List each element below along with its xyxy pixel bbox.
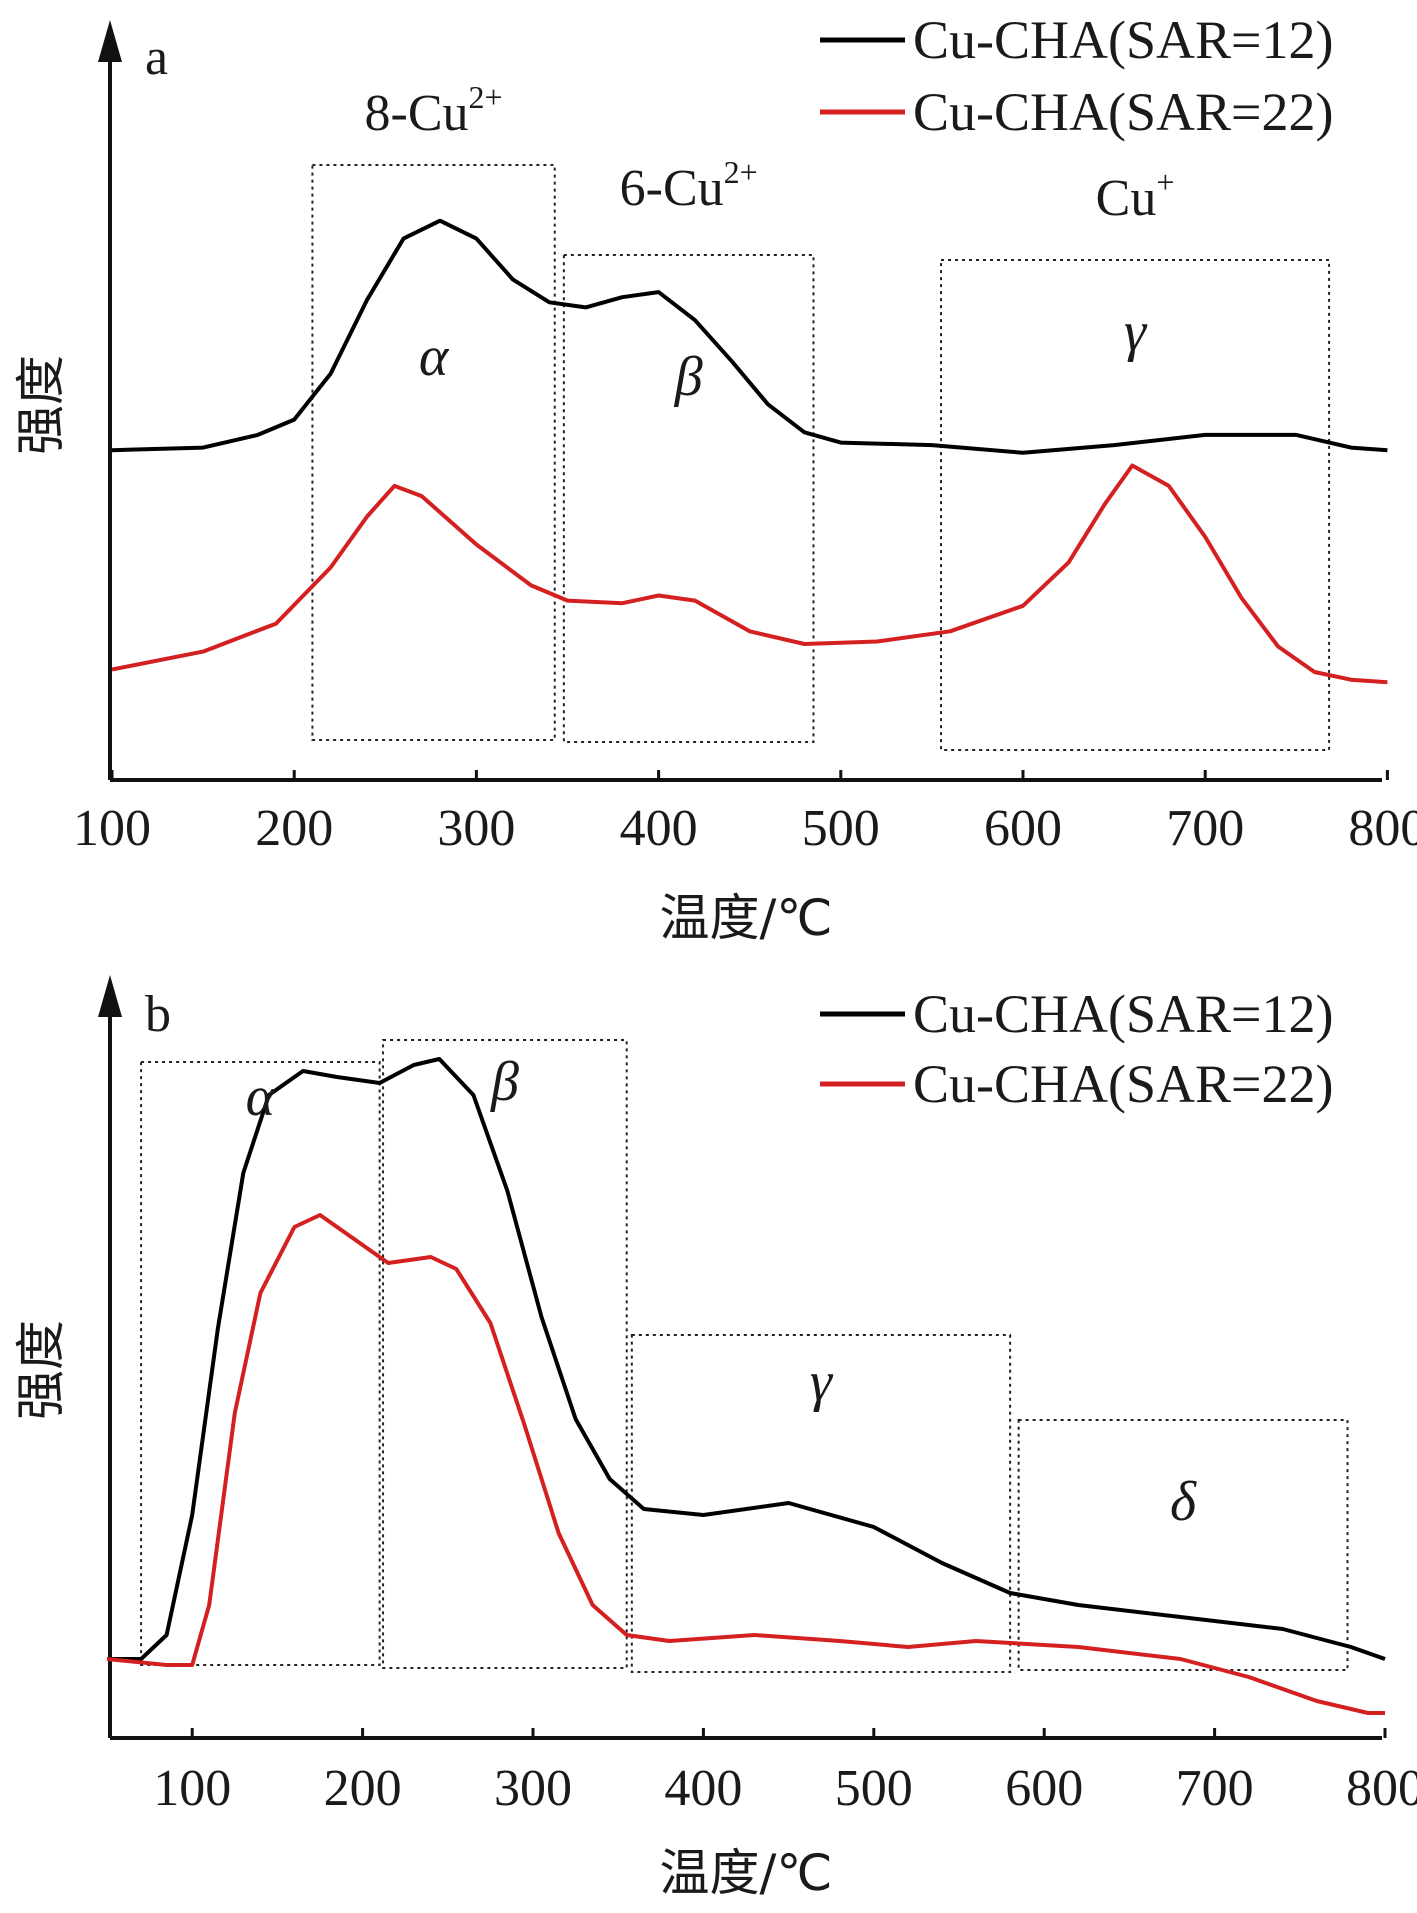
panel-a: 100 200 300 400 500 600 700 800温度/℃强度aα8-Cu2+β6… [12, 10, 1417, 947]
region-label: γ [810, 1351, 834, 1413]
species-name: 6-Cu [620, 160, 724, 217]
species-label: Cu+ [1096, 164, 1175, 227]
region-box-0 [311, 164, 556, 741]
species-label: 8-Cu2+ [365, 79, 503, 142]
region-box-1 [562, 254, 815, 743]
region-label: γ [1124, 301, 1148, 363]
x-axis-title: 温度/℃ [660, 889, 833, 947]
region-box-1 [382, 1039, 628, 1669]
region-box-2 [630, 1334, 1012, 1673]
x-tick-label: 300 [494, 1760, 572, 1817]
y-axis-title: 强度 [12, 1320, 70, 1420]
y-axis-title: 强度 [12, 355, 70, 455]
legend-entry: Cu-CHA(SAR=12) [913, 984, 1333, 1044]
region-box-3 [1017, 1419, 1349, 1671]
region-label: α [246, 1066, 277, 1128]
x-tick-label: 700 [1176, 1760, 1254, 1817]
x-tick-label: 500 [835, 1760, 913, 1817]
x-tick-label: 500 [802, 800, 880, 857]
region-box-0 [140, 1061, 381, 1666]
species-charge: + [1156, 164, 1174, 200]
series-line-sar-12 [111, 218, 1388, 455]
series-line-sar-22 [111, 463, 1388, 685]
species-label: 6-Cu2+ [620, 154, 758, 217]
x-tick-label: 200 [255, 800, 333, 857]
x-tick-label: 400 [620, 800, 698, 857]
panel-label: a [145, 29, 168, 86]
x-tick-label: 300 [437, 800, 515, 857]
y-axis-arrowhead [98, 975, 122, 1017]
x-tick-label: 600 [1005, 1760, 1083, 1817]
series-line-sar-22 [106, 1213, 1385, 1715]
x-tick-label: 800 [1348, 800, 1417, 857]
region-label: δ [1170, 1471, 1197, 1533]
series-line-sar-12 [107, 1057, 1386, 1661]
region-box-2 [940, 259, 1331, 751]
species-charge: 2+ [724, 154, 758, 190]
species-charge: 2+ [469, 79, 503, 115]
x-tick-label: 700 [1166, 800, 1244, 857]
legend-entry: Cu-CHA(SAR=22) [913, 1054, 1333, 1114]
panel-label: b [145, 986, 171, 1043]
x-axis-title: 温度/℃ [660, 1844, 833, 1902]
x-tick-label: 200 [324, 1760, 402, 1817]
region-label: β [490, 1051, 519, 1113]
species-name: Cu [1096, 170, 1157, 227]
region-label: α [419, 326, 450, 388]
y-axis-arrowhead [98, 20, 122, 62]
panel-b: 100 200 300 400 500 600 700 800 温度/℃ 强度 b α β γ δ Cu-CH… [12, 975, 1417, 1902]
x-tick-label: 100 [73, 800, 151, 857]
region-label: β [674, 346, 703, 408]
species-name: 8-Cu [365, 85, 469, 142]
x-tick-label: 400 [664, 1760, 742, 1817]
legend-entry: Cu-CHA(SAR=12) [913, 10, 1333, 70]
x-tick-label: 100 [153, 1760, 231, 1817]
legend-entry: Cu-CHA(SAR=22) [913, 82, 1333, 142]
x-tick-label: 800 [1346, 1760, 1417, 1817]
x-tick-label: 600 [984, 800, 1062, 857]
